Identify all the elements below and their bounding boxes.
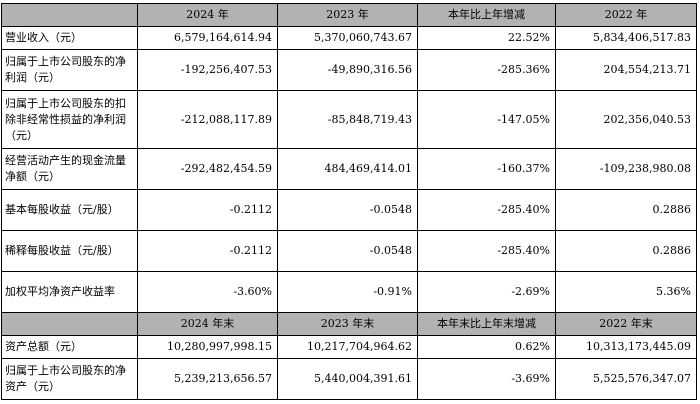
value-cell: -0.0548 (277, 230, 418, 272)
value-cell: 0.2886 (555, 189, 697, 231)
value-cell: 5,834,406,517.83 (555, 26, 697, 50)
header-row-year-end: 2024 年末 2023 年末 本年末比上年末增减 2022 年末 (1, 312, 697, 336)
header-blank-cell (1, 312, 138, 336)
value-cell: -192,256,407.53 (137, 49, 278, 91)
row-label: 归属于上市公司股东的扣除非经常性损益的净利润（元） (1, 90, 138, 149)
value-cell: -0.0548 (277, 189, 418, 231)
value-cell: 202,356,040.53 (555, 90, 697, 149)
column-header: 2024 年 (137, 3, 278, 27)
table-row: 归属于上市公司股东的净利润（元） -192,256,407.53 -49,890,3… (1, 49, 697, 91)
table-row: 营业收入（元） 6,579,164,614.94 5,370,060,743.67 2… (1, 26, 697, 50)
column-header: 2023 年 (277, 3, 418, 27)
value-cell: 10,280,997,998.15 (137, 335, 278, 359)
value-cell: -160.37% (417, 148, 556, 190)
financial-summary-table: 2024 年 2023 年本年比上年增减 2022 年营业收入（元） 6,579,16… (1, 3, 697, 400)
value-cell: 10,217,704,964.62 (277, 335, 418, 359)
header-blank-cell (1, 3, 138, 27)
table-row: 资产总额（元） 10,280,997,998.15 10,217,704,964.6… (1, 335, 697, 359)
value-cell: 0.2886 (555, 230, 697, 272)
column-header: 2022 年 (555, 3, 697, 27)
table-row: 稀释每股收益（元/股） -0.2112 -0.0548 -285.40% 0.2886 (1, 230, 697, 272)
value-cell: 6,579,164,614.94 (137, 26, 278, 50)
table-row: 加权平均净资产收益率 -3.60% -0.91% -2.69% 5.36% (1, 271, 697, 313)
column-header: 2024 年末 (137, 312, 278, 336)
value-cell: -85,848,719.43 (277, 90, 418, 149)
value-cell: -3.69% (417, 358, 556, 400)
table-row: 经营活动产生的现金流量净额（元） -292,482,454.59 484,469,4… (1, 148, 697, 190)
value-cell: 5.36% (555, 271, 697, 313)
value-cell: 5,370,060,743.67 (277, 26, 418, 50)
column-header: 本年比上年增减 (417, 3, 556, 27)
column-header: 本年末比上年末增减 (417, 312, 556, 336)
table-row: 归属于上市公司股东的净资产（元） 5,239,213,656.57 5,440,00… (1, 358, 697, 400)
row-label: 归属于上市公司股东的净资产（元） (1, 358, 138, 400)
table-row: 归属于上市公司股东的扣除非经常性损益的净利润（元） -212,088,117.89… (1, 90, 697, 149)
value-cell: -147.05% (417, 90, 556, 149)
value-cell: 5,239,213,656.57 (137, 358, 278, 400)
column-header: 2023 年末 (277, 312, 418, 336)
row-label: 基本每股收益（元/股） (1, 189, 138, 231)
value-cell: -212,088,117.89 (137, 90, 278, 149)
value-cell: 5,525,576,347.07 (555, 358, 697, 400)
value-cell: -2.69% (417, 271, 556, 313)
row-label: 归属于上市公司股东的净利润（元） (1, 49, 138, 91)
value-cell: 204,554,213.71 (555, 49, 697, 91)
row-label: 加权平均净资产收益率 (1, 271, 138, 313)
value-cell: -109,238,980.08 (555, 148, 697, 190)
value-cell: -292,482,454.59 (137, 148, 278, 190)
value-cell: -285.40% (417, 230, 556, 272)
header-row-annual: 2024 年 2023 年本年比上年增减 2022 年 (1, 3, 697, 27)
column-header: 2022 年末 (555, 312, 697, 336)
value-cell: -0.2112 (137, 189, 278, 231)
value-cell: 5,440,004,391.61 (277, 358, 418, 400)
row-label: 营业收入（元） (1, 26, 138, 50)
value-cell: -0.2112 (137, 230, 278, 272)
value-cell: -285.40% (417, 189, 556, 231)
value-cell: -49,890,316.56 (277, 49, 418, 91)
row-label: 经营活动产生的现金流量净额（元） (1, 148, 138, 190)
value-cell: -3.60% (137, 271, 278, 313)
table-row: 基本每股收益（元/股） -0.2112 -0.0548 -285.40% 0.2886 (1, 189, 697, 231)
value-cell: 22.52% (417, 26, 556, 50)
row-label: 稀释每股收益（元/股） (1, 230, 138, 272)
value-cell: 10,313,173,445.09 (555, 335, 697, 359)
value-cell: -0.91% (277, 271, 418, 313)
value-cell: -285.36% (417, 49, 556, 91)
row-label: 资产总额（元） (1, 335, 138, 359)
value-cell: 0.62% (417, 335, 556, 359)
value-cell: 484,469,414.01 (277, 148, 418, 190)
